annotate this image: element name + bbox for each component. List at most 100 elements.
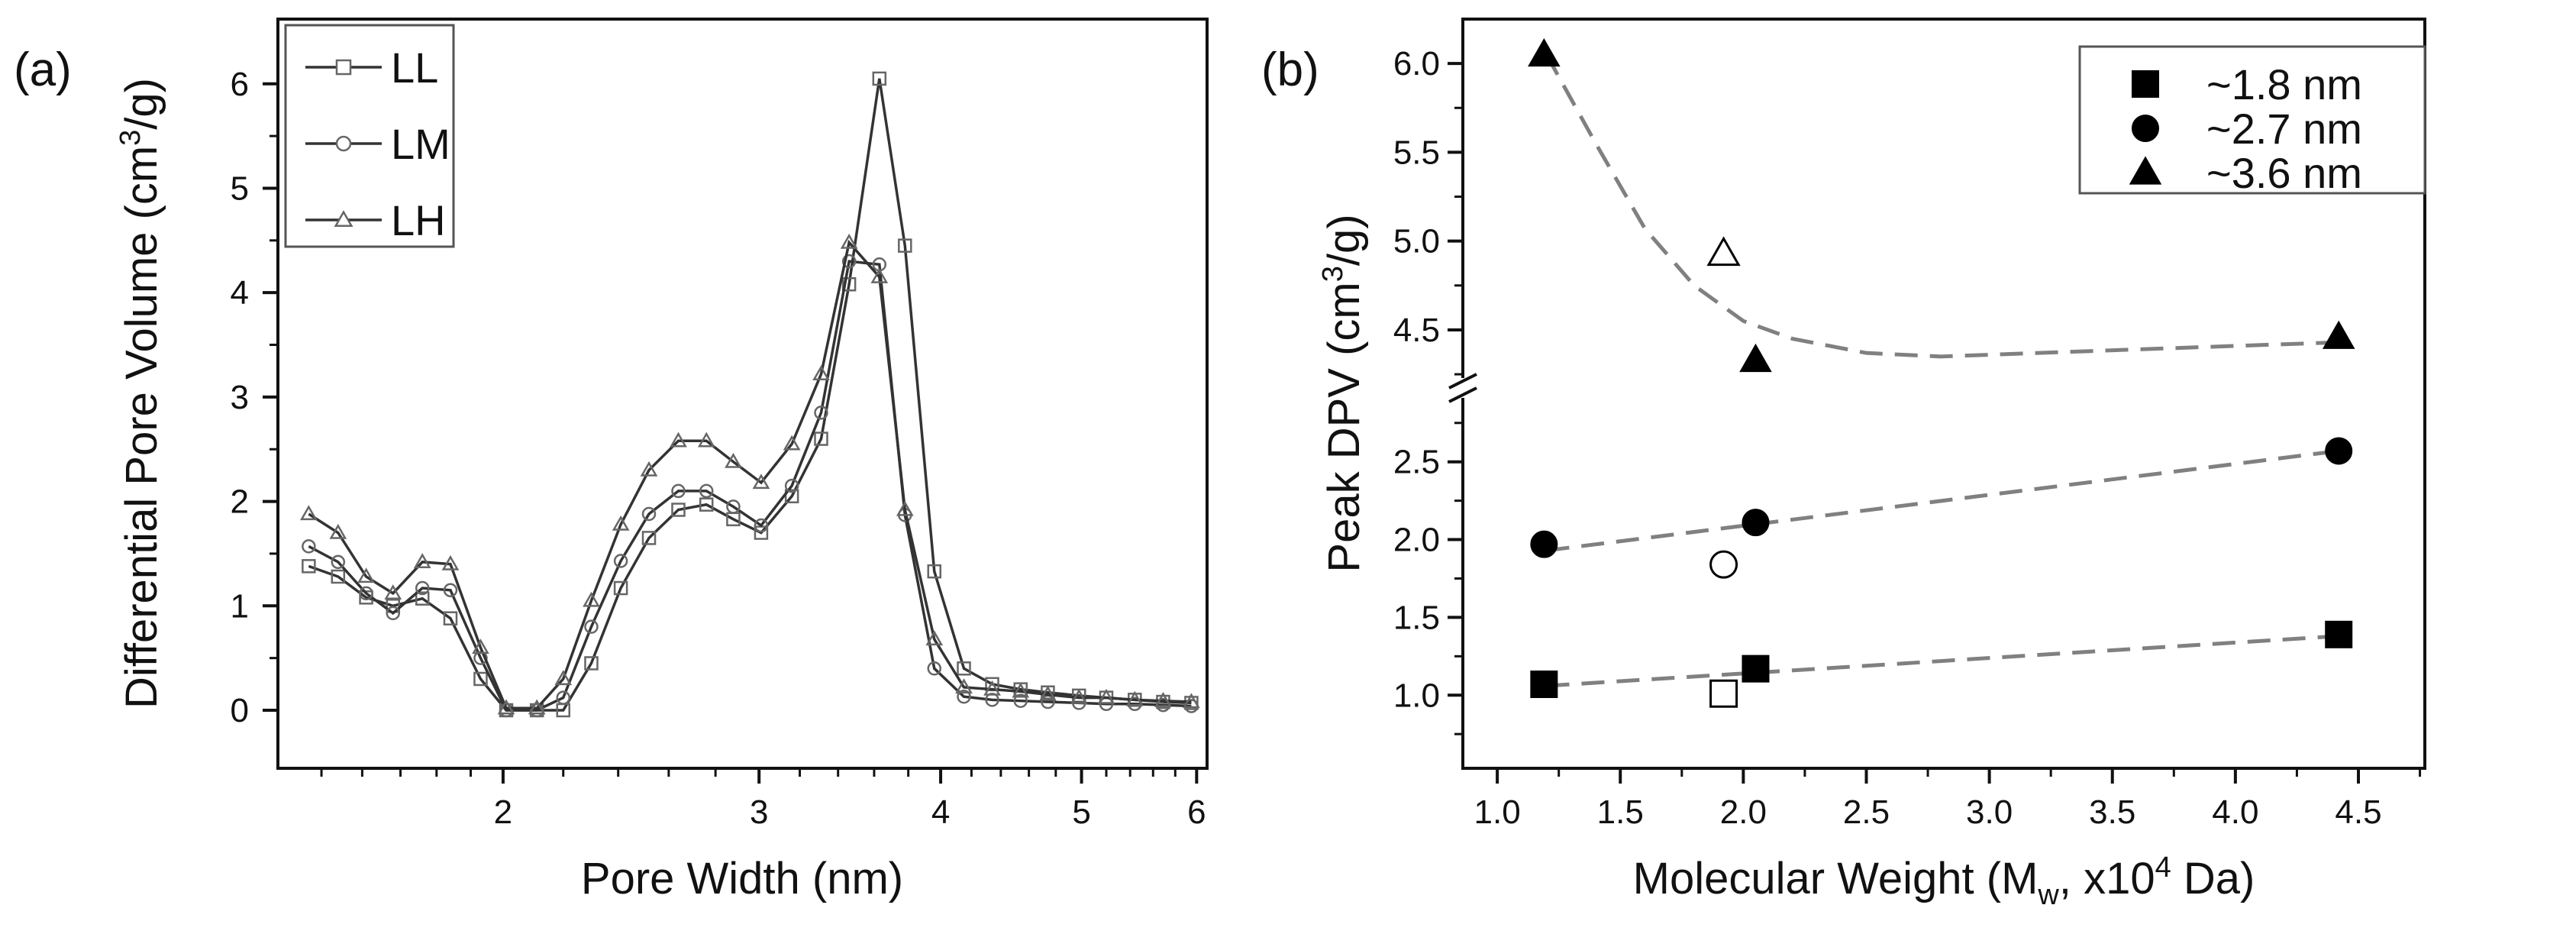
data-point [896, 500, 914, 516]
data-point [927, 564, 942, 579]
data-point [413, 553, 431, 569]
data-point [612, 515, 630, 531]
y-tick-label: 5.0 [1393, 223, 1440, 260]
data-point [671, 483, 686, 499]
open-data-point [1709, 679, 1738, 708]
data-point [640, 461, 658, 477]
x-tick-label: 5 [1072, 793, 1090, 831]
series-LM [302, 254, 1199, 718]
panel-a-legend: LL LM LH [284, 24, 455, 248]
data-point [784, 489, 799, 503]
panel-a-x-axis-label: Pore Width (nm) [581, 854, 903, 903]
data-point [1039, 685, 1057, 701]
data-point [556, 690, 570, 705]
legend-marker-icon [335, 135, 352, 152]
data-point [1070, 688, 1088, 704]
data-point [329, 523, 347, 539]
data-point [472, 638, 489, 654]
legend-marker-icon [2132, 115, 2159, 142]
legend-marker-icon [2132, 70, 2159, 98]
data-point [670, 431, 687, 448]
data-point [415, 580, 430, 596]
panel-b-ticks: 1.0 1.5 2.0 2.5 3.0 3.5 4.0 4.5 1.0 1.5 2.0 2.5 4.5 5… [1393, 45, 2422, 831]
data-point [814, 431, 828, 446]
data-point [331, 554, 346, 570]
x-tick-label: 3.5 [2089, 793, 2135, 831]
open-data-point [1709, 550, 1738, 579]
data-point [443, 583, 458, 598]
data-point [386, 606, 401, 621]
data-point [784, 478, 799, 493]
series-line [308, 260, 1192, 712]
series-~2.7 nm [1530, 437, 2353, 579]
data-point [841, 254, 857, 269]
data-point [983, 680, 1001, 696]
data-point [872, 71, 887, 86]
legend-label: ~2.7 nm [2206, 105, 2362, 153]
data-point [641, 506, 657, 522]
data-point [384, 584, 402, 600]
data-point [1742, 509, 1770, 537]
legend-marker-icon [334, 210, 353, 228]
data-point [671, 503, 686, 517]
legend-label: LL [391, 44, 438, 92]
data-point [1013, 693, 1028, 708]
data-point [1183, 693, 1200, 709]
panel-a-frame [276, 18, 1209, 770]
y-tick-label: 5.5 [1393, 134, 1440, 171]
data-point [957, 689, 971, 704]
panel-b-x-axis-label: Molecular Weight (Mw, x104 Da) [1633, 852, 2255, 911]
data-point [641, 531, 657, 545]
open-data-point [1706, 236, 1741, 267]
series-LH [299, 233, 1200, 715]
y-tick-label: 6.0 [1393, 45, 1440, 82]
data-point [2325, 620, 2353, 648]
data-point [841, 276, 857, 292]
legend-marker-icon [335, 59, 352, 76]
data-point [725, 452, 742, 468]
y-tick-label: 1.5 [1393, 599, 1440, 636]
legend-label: LH [391, 196, 446, 244]
data-point [927, 661, 942, 676]
panel-b-y-axis-label: Peak DPV (cm3/g) [1317, 214, 1369, 572]
panel-a: (a) 2 3 4 5 6 0 1 2 3 4 5 6 Differential Pore Volum… [14, 18, 1209, 903]
data-point [1097, 688, 1115, 704]
x-tick-label: 4 [931, 793, 950, 831]
legend-marker-icon [2129, 156, 2162, 185]
y-tick-label: 1.0 [1393, 677, 1440, 714]
data-point [699, 483, 714, 499]
axis-break-icon [1448, 373, 1477, 403]
data-point [415, 591, 430, 606]
data-point [299, 505, 318, 521]
data-point [554, 670, 573, 686]
data-point [528, 699, 546, 715]
data-point [1528, 37, 1561, 67]
panel-a-ticks: 2 3 4 5 6 0 1 2 3 4 5 6 [231, 66, 1206, 831]
x-tick-label: 4.5 [2335, 793, 2381, 831]
data-point [302, 559, 316, 574]
series-line [308, 78, 1192, 712]
x-tick-label: 6 [1187, 793, 1206, 831]
data-point [613, 554, 628, 568]
data-point [1530, 671, 1558, 698]
data-point [783, 435, 801, 451]
y-tick-label: 6 [231, 66, 249, 103]
data-point [1742, 654, 1770, 683]
y-tick-label: 5 [231, 170, 249, 207]
x-tick-label: 3.0 [1966, 793, 2013, 831]
data-point [1125, 690, 1144, 706]
panel-a-series [299, 71, 1200, 718]
series-~1.8 nm [1530, 620, 2353, 708]
data-point [898, 238, 912, 253]
data-point [955, 678, 973, 694]
data-point [583, 591, 600, 607]
data-point [925, 630, 944, 646]
x-tick-label: 2 [494, 793, 512, 831]
data-point [754, 518, 769, 533]
data-point [840, 233, 858, 249]
y-tick-label: 4.5 [1393, 312, 1440, 349]
panel-a-y-axis-label: Differential Pore Volume (cm3/g) [115, 78, 166, 709]
data-point [1530, 530, 1558, 558]
y-tick-label: 0 [231, 692, 249, 729]
data-point [584, 619, 599, 634]
